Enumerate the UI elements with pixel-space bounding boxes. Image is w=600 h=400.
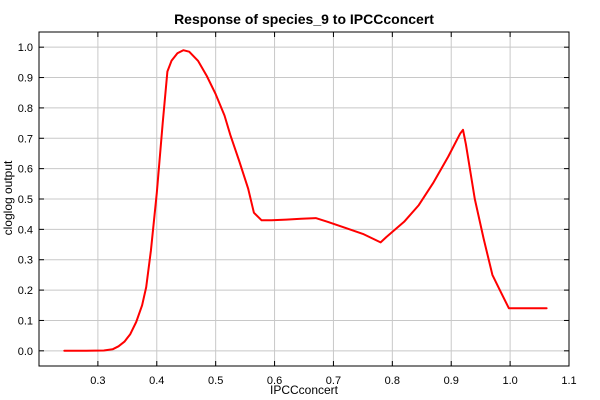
chart-title: Response of species_9 to IPCCconcert bbox=[174, 11, 434, 27]
y-tick-label: 0.9 bbox=[18, 73, 33, 85]
x-axis-label: IPCCconcert bbox=[270, 383, 339, 397]
y-tick-label: 0.6 bbox=[18, 164, 33, 176]
x-tick-label: 0.5 bbox=[208, 375, 223, 387]
x-tick-label: 0.9 bbox=[444, 375, 459, 387]
y-tick-label: 0.1 bbox=[18, 315, 33, 327]
series-layer bbox=[63, 49, 548, 352]
y-tick-label: 0.4 bbox=[18, 224, 33, 236]
grid bbox=[39, 32, 570, 366]
x-tick-label: 0.3 bbox=[90, 375, 105, 387]
y-tick-label: 0.8 bbox=[18, 103, 33, 115]
y-axis-label: cloglog output bbox=[1, 160, 15, 235]
y-tick-label: 0.0 bbox=[18, 346, 33, 358]
series-line-0 bbox=[63, 49, 548, 352]
ticks bbox=[39, 32, 570, 366]
y-tick-label: 0.5 bbox=[18, 194, 33, 206]
x-tick-label: 0.7 bbox=[326, 375, 341, 387]
tick-labels: 0.3 0.4 0.5 0.6 0.7 0.8 0.9 1.0 1.1 0.0 0.1 0.2 0.3 0… bbox=[18, 42, 577, 387]
x-tick-label: 0.8 bbox=[385, 375, 400, 387]
y-tick-label: 0.3 bbox=[18, 255, 33, 267]
x-tick-label: 1.0 bbox=[502, 375, 517, 387]
y-tick-label: 0.2 bbox=[18, 285, 33, 297]
x-tick-label: 0.4 bbox=[149, 375, 164, 387]
x-tick-label: 0.6 bbox=[267, 375, 282, 387]
y-tick-label: 0.7 bbox=[18, 133, 33, 145]
y-tick-label: 1.0 bbox=[18, 42, 33, 54]
x-tick-label: 1.1 bbox=[561, 375, 576, 387]
